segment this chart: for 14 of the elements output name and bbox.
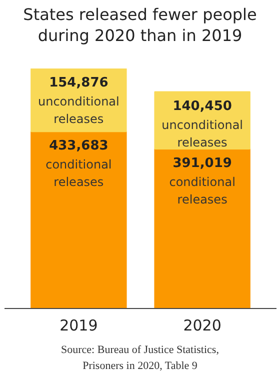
bar xyxy=(30,131,127,308)
data-label: 140,450 xyxy=(172,98,232,114)
data-label: 154,876 xyxy=(49,76,108,90)
data-label: 391,019 xyxy=(172,156,232,172)
source-note: Source: Bureau of Justice Statistics, Prisoners in 2020, Table 9 xyxy=(60,343,220,374)
bar xyxy=(154,148,250,308)
x-tick-label: 2020 xyxy=(183,316,222,334)
series-label: conditional releases xyxy=(46,158,112,190)
data-label: 433,683 xyxy=(49,138,108,154)
x-tick-label: 2019 xyxy=(60,316,98,334)
text: conditional releases xyxy=(169,175,236,207)
chart-title: States released fewer people during 2020 than in 2019 xyxy=(22,5,258,47)
text: unconditional releases xyxy=(38,94,120,126)
series-label: unconditional releases xyxy=(162,118,244,150)
